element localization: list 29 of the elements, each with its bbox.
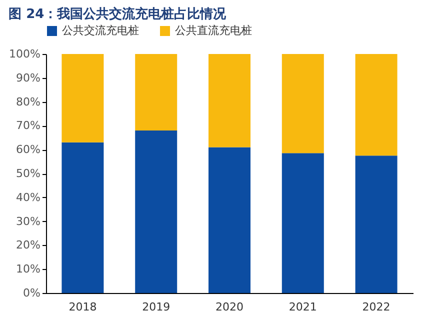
bar	[282, 153, 324, 293]
y-tick-label: 100%	[9, 48, 40, 60]
y-tick-label: 0%	[23, 286, 40, 300]
x-tick-label: 2020	[216, 300, 244, 314]
chart-title: 图 24：我国公共交流充电桩占比情况	[8, 6, 228, 22]
x-tick-label: 2022	[362, 300, 390, 314]
y-tick-label: 40%	[16, 190, 40, 204]
x-tick-label: 2019	[142, 300, 170, 314]
y-tick-label: 90%	[16, 71, 40, 84]
y-tick-label: 60%	[16, 143, 40, 156]
bar	[355, 156, 398, 293]
y-tick-label: 80%	[16, 95, 40, 108]
x-tick-label: 2021	[288, 300, 317, 314]
bar	[62, 142, 104, 293]
bar	[62, 54, 104, 142]
x-tick-label: 2018	[68, 300, 97, 314]
y-tick-label: 70%	[16, 119, 40, 132]
y-tick-label: 20%	[16, 238, 40, 252]
bar	[135, 54, 178, 130]
bar	[208, 147, 250, 293]
y-tick-label: 30%	[16, 214, 40, 228]
bar	[355, 54, 398, 156]
legend-label: 公共交流充电桩	[62, 24, 139, 37]
bar	[282, 54, 324, 154]
bar	[135, 130, 178, 293]
y-tick-label: 10%	[16, 262, 40, 276]
legend-label: 公共直流充电桩	[175, 24, 252, 37]
bar	[208, 54, 250, 148]
y-tick-label: 50%	[16, 167, 40, 180]
